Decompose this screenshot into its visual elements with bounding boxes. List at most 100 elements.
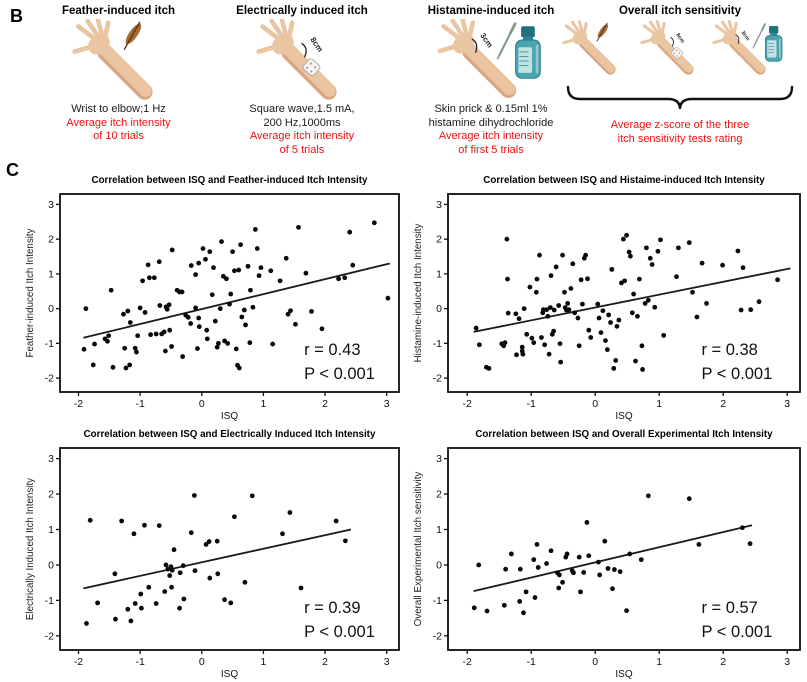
correlation-r-label: r = 0.43 [304,341,360,359]
chart-title: Correlation between ISQ and Feather-indu… [92,175,369,186]
data-point [146,584,152,590]
data-point [545,313,551,319]
y-tick-label: -1 [45,595,54,607]
data-point [153,601,159,606]
x-tick-label: 1 [656,398,662,410]
data-point [219,239,224,244]
data-point [181,596,187,602]
p-value-label: P < 0.001 [304,365,375,383]
data-point [132,345,138,351]
data-point [578,589,583,595]
data-point [105,338,110,344]
arm-feather-icon [36,19,201,103]
data-point [132,601,138,606]
data-point [642,301,648,306]
mini-arm-electrode-icon: 8cm [642,22,689,70]
data-point [690,289,695,295]
data-point [644,245,649,251]
data-point [81,346,87,352]
data-point [113,616,118,622]
chart-title: Correlation between ISQ and Histaime-ind… [483,175,765,186]
data-point [92,341,97,347]
data-point [228,291,234,297]
data-point [747,541,753,547]
axis-ticks: -2 -1 0 1 2 3 -2 -1 0 1 2 3 [45,453,390,668]
data-point [256,273,262,279]
method-electrical: Electrically induced itch 8cm Square wav… [212,4,392,157]
data-point [145,262,151,268]
data-point [203,256,208,262]
data-point [95,600,100,606]
data-point [188,321,194,326]
arm-icon [258,20,329,92]
trend-line [473,524,753,593]
chart-title: Correlation between ISQ and Electrically… [84,429,376,440]
method-title: Overall itch sensitivity [618,5,742,17]
data-point [553,264,559,270]
data-point [636,276,642,282]
data-point [288,308,293,314]
data-point [228,600,234,606]
y-tick-label: -2 [45,630,54,642]
data-point [236,365,242,371]
x-tick-label: 3 [784,656,790,668]
data-point [610,586,615,592]
x-tick-label: -2 [74,656,83,668]
x-tick-label: 2 [322,398,328,410]
data-point [212,318,218,324]
x-tick-label: 1 [260,398,266,410]
data-point [568,286,574,291]
data-point [385,295,391,301]
y-axis-label: Electrically Induced Itch Intensity [25,478,36,620]
x-tick-label: 1 [260,656,266,668]
data-point [216,340,221,346]
method-measure: Average itch intensity of 10 trials [66,116,171,143]
plot-box [447,193,801,393]
data-point [571,570,576,576]
data-point [217,306,223,312]
data-point [503,566,508,572]
y-tick-label: 3 [48,453,54,465]
svg-text:3cm: 3cm [740,30,751,42]
data-point [544,307,549,313]
data-point [203,541,209,547]
data-point [138,591,144,597]
y-tick-label: -2 [45,373,54,385]
data-point [521,306,527,312]
distance-label: 8cm [308,36,324,54]
data-point [163,562,169,568]
data-point [548,548,554,554]
method-measure: Average itch intensity of 5 trials [249,130,355,156]
x-tick-label: 0 [199,656,205,668]
data-point [624,608,629,614]
y-tick-label: 2 [48,234,54,246]
x-tick-label: -2 [463,398,472,410]
data-point [169,567,175,573]
data-point [196,324,202,330]
x-tick-label: 1 [656,656,662,668]
data-point [131,531,137,537]
data-point [227,301,232,307]
data-point [560,252,565,258]
data-point [106,333,112,339]
data-point [188,263,194,268]
data-point [606,312,612,318]
correlation-r-label: r = 0.39 [304,599,360,617]
data-point [215,571,221,577]
data-point [142,522,147,528]
data-point [616,317,622,323]
data-point [285,311,291,317]
data-point [638,557,644,563]
data-point [508,551,514,557]
data-point [119,518,125,524]
data-point [645,493,651,499]
data-point [505,276,510,282]
data-point [347,229,353,235]
data-point [720,262,725,268]
p-value-label: P < 0.001 [701,365,772,383]
trend-line [83,262,390,339]
data-point [180,354,186,359]
trend-line [83,528,352,590]
data-point [110,364,116,370]
data-point [87,517,93,523]
